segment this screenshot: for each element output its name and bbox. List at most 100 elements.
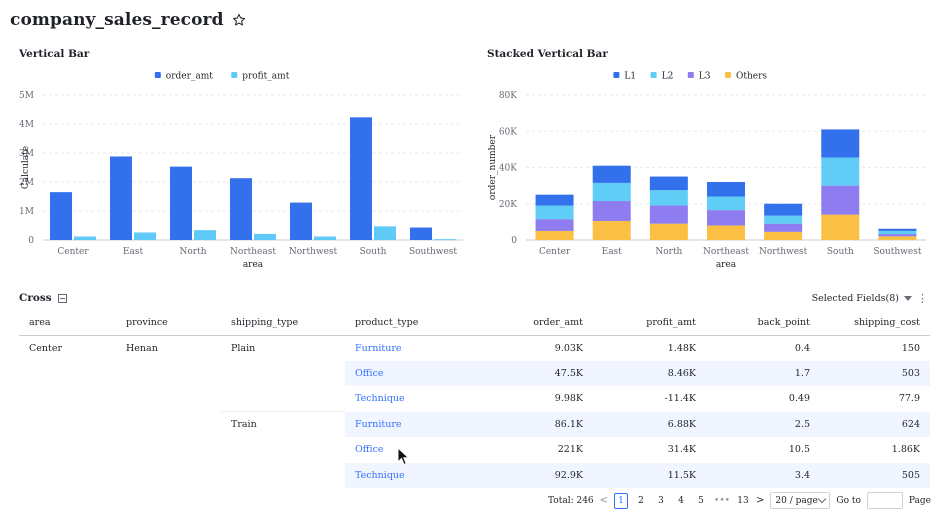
y-tick-label: 5M (19, 91, 34, 101)
page-button[interactable]: 1 (614, 492, 629, 509)
bar-order-amt (50, 192, 72, 240)
bar-order-amt (170, 166, 192, 240)
back-point-cell: 2.5 (706, 411, 820, 437)
x-tick-label: Center (539, 247, 571, 257)
x-tick-label: South (360, 247, 387, 257)
x-tick-label: North (179, 247, 206, 257)
bar-order-amt (410, 227, 432, 240)
bar-l2 (592, 182, 631, 202)
shipping-cost-cell: 505 (820, 462, 930, 488)
prev-page-icon[interactable]: < (599, 495, 609, 506)
page-button[interactable]: 3 (658, 495, 664, 506)
bar-l3 (592, 201, 631, 221)
bar-l2 (821, 157, 860, 186)
caret-down-icon (904, 296, 912, 301)
order-amt-cell: 86.1K (470, 411, 593, 437)
bar-others (764, 231, 803, 240)
product-type-link[interactable]: Furniture (345, 411, 470, 437)
goto-page-input[interactable] (866, 492, 903, 509)
profit-amt-cell: 6.88K (593, 411, 706, 437)
y-tick-label: 60K (499, 127, 517, 137)
page-button[interactable]: 5 (698, 495, 704, 506)
column-header[interactable]: area (19, 311, 116, 336)
column-header[interactable]: profit_amt (593, 311, 706, 336)
bar-profit-amt (374, 226, 396, 240)
product-type-link[interactable]: Office (355, 444, 384, 456)
order-amt-cell: 221K (557, 444, 583, 456)
table-row: Train Furniture 86.1K 6.88K 2.5 624 (19, 411, 930, 438)
x-axis-label: area (243, 260, 264, 270)
product-type-link[interactable]: Technique (345, 462, 470, 488)
bar-others (821, 214, 860, 240)
bar-others (649, 223, 688, 240)
page-button[interactable]: 13 (737, 495, 749, 506)
shipping-cost-cell: 624 (820, 411, 930, 437)
y-tick-label: 40K (499, 164, 517, 174)
bar-chart-title: Vertical Bar (19, 48, 90, 60)
column-header[interactable]: province (116, 311, 221, 336)
x-tick-label: Northwest (289, 247, 338, 257)
bar-l2 (535, 205, 574, 220)
shipping-type-cell (221, 437, 345, 463)
page-size-select[interactable]: 20 / page (770, 492, 831, 509)
bar-l1 (821, 129, 860, 158)
legend-swatch (725, 72, 731, 78)
bar-profit-amt (434, 239, 456, 241)
more-vertical-icon[interactable]: ⋮ (917, 292, 928, 305)
page-button[interactable]: 4 (678, 495, 684, 506)
area-cell (19, 412, 116, 438)
bar-l3 (535, 219, 574, 231)
bar-others (535, 230, 574, 240)
product-type-link[interactable]: Office (345, 360, 470, 386)
bar-order-amt (230, 178, 252, 240)
x-tick-label: Southwest (409, 247, 457, 257)
province-cell (116, 386, 221, 412)
x-tick-label: Southwest (873, 247, 921, 257)
next-page-icon[interactable]: > (755, 495, 765, 506)
y-tick-label: 0 (511, 236, 517, 246)
table-row: Technique 9.98K -11.4K 0.49 77.9 (19, 386, 930, 412)
back-point-cell: 3.4 (706, 462, 820, 488)
legend-swatch (650, 72, 657, 78)
column-header[interactable]: product_type (345, 311, 470, 336)
stacked-chart-title: Stacked Vertical Bar (487, 48, 608, 60)
bar-order-amt (290, 202, 312, 240)
bar-l3 (821, 185, 860, 215)
bar-l3 (764, 223, 803, 232)
bar-l2 (764, 215, 803, 224)
column-header[interactable]: order_amt (470, 311, 593, 336)
shipping-cost-cell: 503 (820, 360, 930, 386)
cross-header: Cross (19, 292, 67, 304)
column-header[interactable]: shipping_type (221, 311, 345, 336)
x-tick-label: East (602, 247, 623, 257)
y-tick-label: 20K (499, 200, 517, 210)
pagination: Total: 246 < 1 2 3 4 5 ••• 13 > 20 / pag… (548, 492, 931, 509)
product-type-link[interactable]: Furniture (355, 342, 402, 354)
y-tick-label: 80K (499, 91, 517, 101)
profit-amt-cell: 8.46K (593, 360, 706, 386)
shipping-type-cell: Plain (231, 342, 256, 354)
bar-profit-amt (134, 232, 156, 240)
product-type-link[interactable]: Technique (355, 393, 405, 405)
stacked-vertical-bar-chart: 0 20K 40K 60K 80K order_number Center East North… (488, 72, 926, 270)
x-tick-label: Northeast (703, 247, 749, 257)
page-ellipsis[interactable]: ••• (714, 495, 730, 506)
x-axis-label: area (716, 260, 737, 270)
page-button[interactable]: 2 (638, 495, 644, 506)
column-header[interactable]: shipping_cost (820, 311, 930, 336)
order-amt-cell: 9.03K (554, 342, 583, 354)
selected-fields-dropdown[interactable]: Selected Fields(8) ⋮ (812, 292, 928, 305)
shipping-type-cell (221, 463, 345, 489)
x-tick-label: North (655, 247, 682, 257)
shipping-cost-cell: 77.9 (898, 393, 920, 405)
column-header[interactable]: back_point (706, 311, 820, 336)
collapse-icon[interactable] (57, 293, 67, 303)
province-cell: Henan (126, 342, 158, 354)
y-axis-label: order_number (488, 134, 498, 200)
bar-l1 (764, 203, 803, 216)
bar-l1 (707, 182, 745, 197)
cross-title: Cross (19, 292, 52, 304)
bar-order-amt (350, 117, 372, 240)
table-row: Center Henan Plain Furniture 9.03K 1.48K… (19, 335, 930, 361)
star-icon[interactable] (232, 13, 246, 27)
